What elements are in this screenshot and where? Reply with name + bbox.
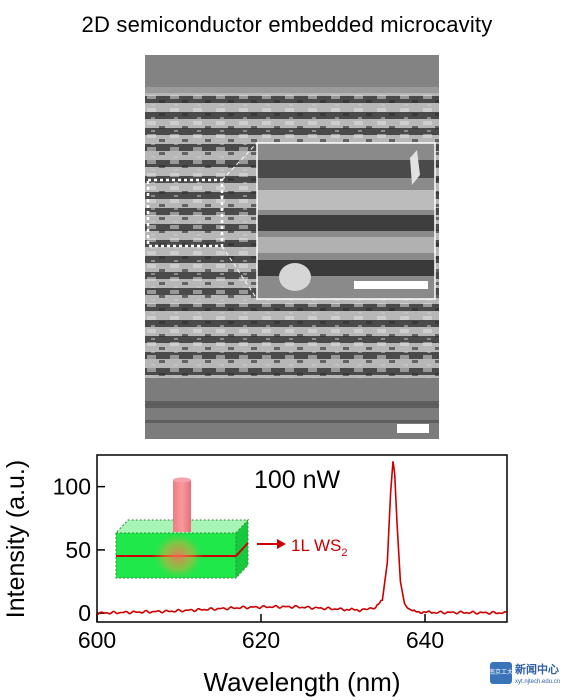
inset-scale-bar [354, 281, 428, 289]
y-axis-label: Intensity (a.u.) [2, 460, 30, 618]
layer-label-subscript: 2 [341, 547, 347, 559]
logo-url: xyt.njtech.edu.cn [515, 679, 560, 685]
y-tick-label: 0 [78, 600, 91, 626]
laser-beam [173, 480, 191, 532]
scale-bar [397, 424, 429, 433]
sem-micrograph [145, 55, 439, 439]
y-tick-label: 50 [65, 537, 91, 563]
layer-label: 1L WS2 [291, 536, 348, 559]
news-center-logo: 南京工大 新闻中心 xyt.njtech.edu.cn [489, 660, 568, 688]
schematic-inset [114, 477, 286, 581]
y-tick-label: 100 [53, 474, 91, 500]
svg-text:南京工大: 南京工大 [490, 668, 513, 676]
spectrum-line [96, 461, 508, 616]
x-tick-label: 640 [406, 627, 444, 653]
plot-frame [96, 454, 508, 623]
x-tick-label: 620 [242, 627, 280, 653]
x-tick-label: 600 [78, 627, 116, 653]
figure-title: 2D semiconductor embedded microcavity [81, 12, 493, 37]
logo-text: 新闻中心 [515, 662, 559, 676]
x-axis-label: Wavelength (nm) [204, 667, 401, 697]
selection-box [146, 178, 224, 248]
university-crest-icon [490, 662, 512, 684]
power-label: 100 nW [254, 466, 341, 494]
layer-label-text: 1L WS [291, 536, 341, 555]
spectrum-chart: 600 620 640 0 50 100 100 nW 1L WS2 Wavelength… [2, 454, 508, 697]
